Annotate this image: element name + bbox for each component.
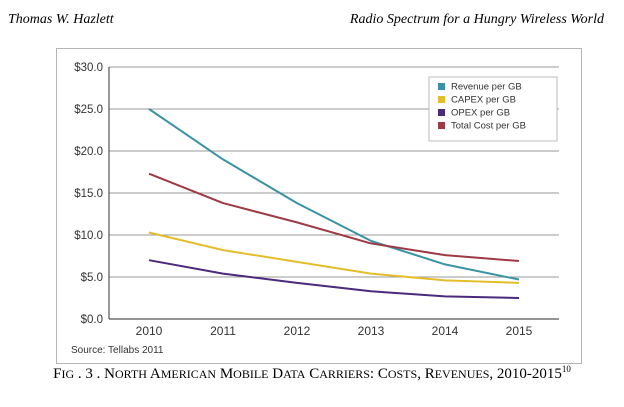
legend-box	[428, 76, 558, 142]
legend-label: CAPEX per GB	[451, 95, 516, 106]
y-tick-label: $15.0	[74, 188, 103, 200]
caption-w4: D	[272, 366, 284, 382]
caption-w7-sc: EVENUES	[434, 367, 490, 381]
caption-years: , 2010-2015	[489, 366, 562, 382]
caption-fig-sc: IG	[61, 367, 75, 381]
series-line-0	[148, 108, 520, 281]
source-note: Source: Tellabs 2011	[71, 345, 164, 356]
caption-w2: A	[149, 366, 161, 382]
y-tick-label: $30.0	[74, 62, 103, 74]
caption-w6-sc: OSTS	[387, 367, 418, 381]
x-tick-label: 2010	[136, 324, 163, 338]
x-tick-label: 2013	[358, 324, 385, 338]
x-tick-label: 2014	[432, 324, 459, 338]
x-tick-label: 2011	[210, 324, 236, 338]
legend-swatch	[438, 96, 445, 103]
figure-box: $0.0 $5.0 $10.0 $15.0 $20.0 $25.0 $30.0 2010 201…	[56, 48, 582, 364]
caption-w4-sc: ATA	[283, 367, 306, 381]
series-line-3	[148, 172, 520, 263]
caption-w6: : C	[369, 366, 388, 382]
y-tick-label: $5.0	[81, 272, 103, 284]
series-line-1	[148, 231, 520, 284]
caption-w7: , R	[417, 366, 435, 382]
x-tick-label: 2012	[284, 324, 311, 338]
y-tick-label: $10.0	[74, 230, 103, 242]
legend-label: Total Cost per GB	[451, 121, 526, 132]
y-tick-label: $0.0	[81, 314, 103, 326]
caption-footnote: 10	[561, 364, 571, 374]
author-name: Thomas W. Hazlett	[8, 12, 114, 27]
figure-caption: FIG . 3 . NORTH AMERICAN MOBILE DATA CAR…	[0, 364, 624, 383]
series-line-2	[148, 259, 520, 299]
legend-swatch	[438, 83, 445, 90]
caption-w5-sc: ARRIERS	[319, 367, 370, 381]
caption-w5: C	[309, 366, 320, 382]
caption-fig: F	[53, 366, 62, 382]
caption-w3: M	[219, 366, 234, 382]
line-chart: $0.0 $5.0 $10.0 $15.0 $20.0 $25.0 $30.0 2010 201…	[71, 62, 559, 356]
caption-w1: N	[104, 366, 115, 382]
x-tick-label: 2015	[506, 324, 533, 338]
legend-swatch	[438, 122, 445, 129]
legend-swatch	[438, 109, 445, 116]
book-title: Radio Spectrum for a Hungry Wireless Wor…	[349, 12, 604, 27]
y-tick-label: $20.0	[74, 146, 103, 158]
caption-w3-sc: OBILE	[233, 367, 269, 381]
running-head: Thomas W. Hazlett Radio Spectrum for a H…	[8, 12, 604, 32]
y-tick-label: $25.0	[74, 104, 103, 116]
legend-label: OPEX per GB	[451, 108, 510, 119]
caption-w2-sc: MERICAN	[160, 367, 217, 381]
caption-w1-sc: ORTH	[114, 367, 147, 381]
legend-label: Revenue per GB	[451, 82, 522, 93]
caption-num: . 3 .	[77, 366, 101, 382]
